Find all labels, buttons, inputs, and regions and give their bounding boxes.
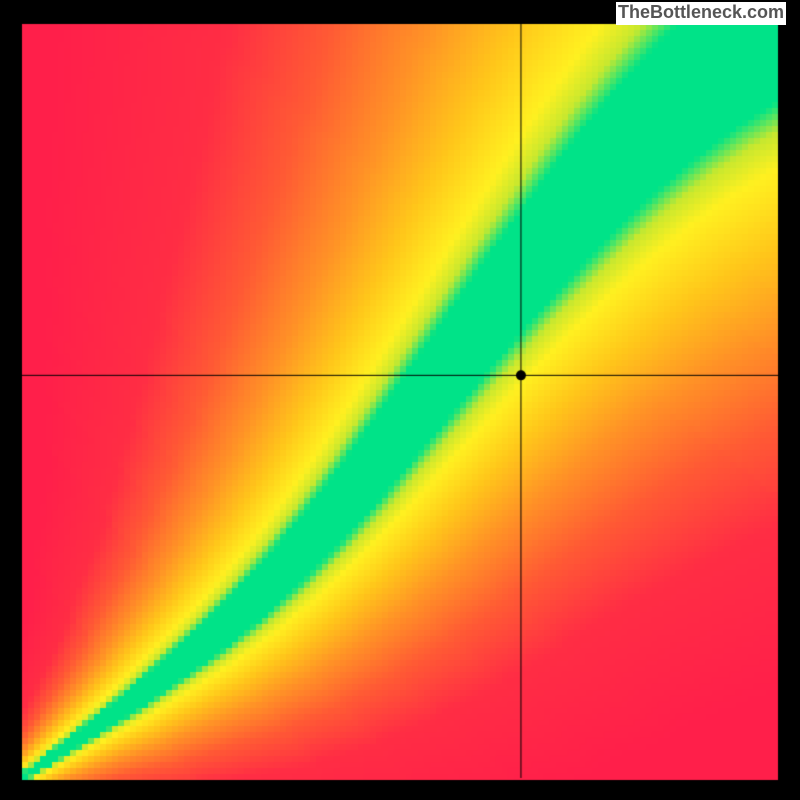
- watermark-text: TheBottleneck.com: [616, 2, 786, 25]
- heatmap-canvas: [0, 0, 800, 800]
- chart-container: TheBottleneck.com: [0, 0, 800, 800]
